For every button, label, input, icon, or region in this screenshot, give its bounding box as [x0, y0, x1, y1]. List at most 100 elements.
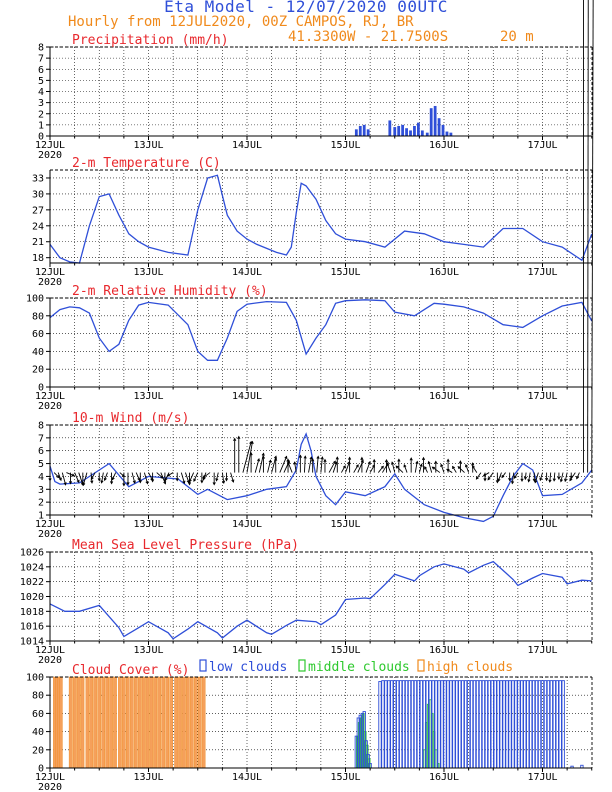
wind-arrow-head [360, 456, 364, 461]
cloud-bar [472, 680, 477, 769]
cloud-bar [490, 680, 494, 769]
wind-arrow-head [501, 474, 505, 479]
mslp-y-tick-label: 1024 [20, 562, 44, 573]
cloud-bar [122, 676, 126, 769]
chart-subtitle: Hourly from 12JUL2020, 00Z CAMPOS, RJ, B… [68, 14, 414, 30]
wind-arrow-head [464, 463, 468, 468]
wind-arrow-head [138, 480, 142, 484]
precip-bar [449, 132, 453, 136]
wind-arrow-head [576, 476, 579, 480]
precip-y-tick-label: 2 [38, 109, 44, 120]
wind-arrow [418, 464, 423, 473]
wind-arrow-head [569, 478, 573, 482]
cloud-bar [552, 680, 556, 769]
cloud-bar [157, 676, 162, 769]
wind-arrow [345, 461, 350, 473]
cloud-bar [105, 676, 109, 769]
wind-arrow-head [539, 477, 543, 482]
wind-arrow [267, 460, 272, 473]
cloud-bar [387, 680, 391, 769]
wind-arrow-head [311, 458, 315, 462]
wind-arrow-head [233, 437, 237, 442]
wind-arrow [428, 461, 433, 473]
wind-arrow-head [483, 478, 487, 482]
mslp-panel [46, 551, 593, 645]
wind-arrow-head [63, 482, 67, 486]
wind-arrow [564, 472, 568, 482]
mslp-y-tick-label: 1026 [20, 548, 44, 559]
cloud-bar [475, 680, 480, 769]
wind-arrow-head [309, 456, 313, 460]
wind-arrow [287, 461, 293, 473]
wind-arrow-head [126, 482, 130, 486]
cloud-bar [149, 676, 154, 769]
legend-label: high clouds [427, 660, 513, 675]
wind-arrow [403, 464, 408, 473]
wind-arrow [193, 472, 199, 482]
cloud-x-tick-label: 12JUL [35, 772, 65, 783]
wind-arrow [511, 472, 515, 484]
precip-y-tick-label: 5 [38, 76, 44, 87]
wind-arrow [501, 472, 506, 478]
cloud-bar [466, 680, 471, 769]
wind-arrow-head [532, 478, 536, 483]
wind-y-tick-label: 2 [38, 498, 44, 509]
cloud-bar [514, 680, 518, 769]
wind-arrow-head [367, 460, 371, 465]
wind-arrow-head [187, 482, 192, 486]
temp-y-tick-label: 24 [32, 221, 44, 232]
wind-arrow [513, 472, 519, 479]
mslp-panel-title: Mean Sea Level Pressure (hPa) [72, 538, 299, 553]
wind-arrow-head [56, 475, 60, 479]
cloud-bar [461, 680, 465, 769]
wind-y-tick-label: 4 [38, 472, 44, 483]
cloud-bar [193, 676, 198, 769]
wind-arrow-head [193, 478, 197, 482]
wind-arrow [391, 462, 396, 473]
rh-x-tick-label: 16JUL [429, 391, 459, 402]
wind-arrow-head [545, 477, 549, 482]
cloud-y-tick-label: 60 [32, 709, 44, 720]
wind-arrow-head [427, 460, 431, 465]
wind-arrow-head [58, 477, 62, 482]
cloud-bar [410, 680, 415, 769]
precip-bar [413, 125, 416, 136]
precip-x-tick-label: 12JUL [35, 140, 65, 151]
precip-x-tick-label: 13JUL [133, 140, 163, 151]
cloud-bar [481, 680, 486, 769]
cloud-bar [59, 676, 63, 769]
cloud-x-tick-label: 15JUL [330, 772, 360, 783]
cloud-bar [499, 680, 503, 769]
wind-arrow [457, 466, 465, 473]
wind-arrow [414, 461, 418, 473]
precip-bar [425, 132, 429, 136]
precip-bar [437, 118, 441, 136]
wind-arrow [246, 441, 253, 473]
cloud-bar [526, 680, 530, 769]
wind-arrow-head [287, 461, 291, 465]
wind-arrow-head [440, 463, 444, 467]
cloud-bar [201, 676, 206, 769]
wind-arrow-head [320, 456, 324, 460]
legend-swatch [199, 659, 207, 672]
cloud-bar [446, 680, 450, 769]
precip-y-tick-label: 4 [38, 87, 44, 98]
wind-x-year-label: 2020 [38, 529, 62, 540]
wind-arrow-head [111, 477, 115, 481]
wind-arrow-head [458, 460, 462, 464]
wind-arrow-head [342, 465, 346, 469]
wind-arrow [221, 472, 225, 484]
cloud-bar [452, 680, 456, 769]
wind-arrow-head [284, 455, 288, 460]
mslp-line [49, 560, 592, 640]
wind-arrow-head [298, 454, 302, 458]
precip-bar [409, 130, 412, 136]
wind-arrow [424, 466, 428, 473]
cloud-bar [540, 680, 545, 769]
wind-arrow [341, 465, 346, 473]
wind-arrow-head [487, 477, 491, 481]
wind-arrow [395, 465, 404, 473]
cloud-bar [543, 680, 548, 769]
rh-x-tick-label: 17JUL [527, 391, 557, 402]
cloud-bar [428, 680, 432, 769]
